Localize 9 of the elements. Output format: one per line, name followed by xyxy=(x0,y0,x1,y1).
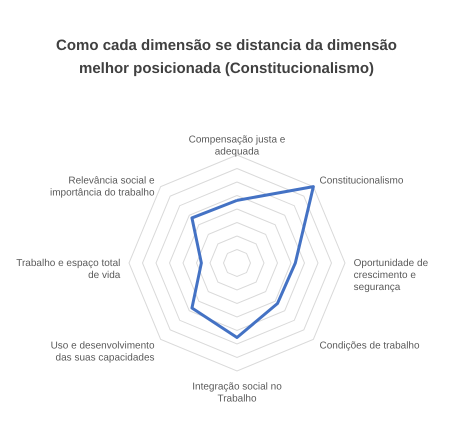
spoke-label: Constitucionalismo xyxy=(319,176,404,187)
spoke-label: Oportunidade de crescimento e segurança xyxy=(354,258,429,293)
spoke-label: Relevância social e importância do trabalho xyxy=(50,176,155,199)
spoke-label: Compensação justa e adequada xyxy=(188,134,286,158)
spoke-label: Trabalho e espaço total de vida xyxy=(16,258,121,281)
spoke-label: Uso e desenvolvimento das suas capacidades xyxy=(50,340,155,364)
chart-title: Como cada dimensão se distancia da dimensão melhor posicionada (Constitucionalismo) xyxy=(56,37,397,77)
spoke-label: Integração social no Trabalho xyxy=(192,382,282,405)
spoke-label: Condições de trabalho xyxy=(319,340,420,352)
